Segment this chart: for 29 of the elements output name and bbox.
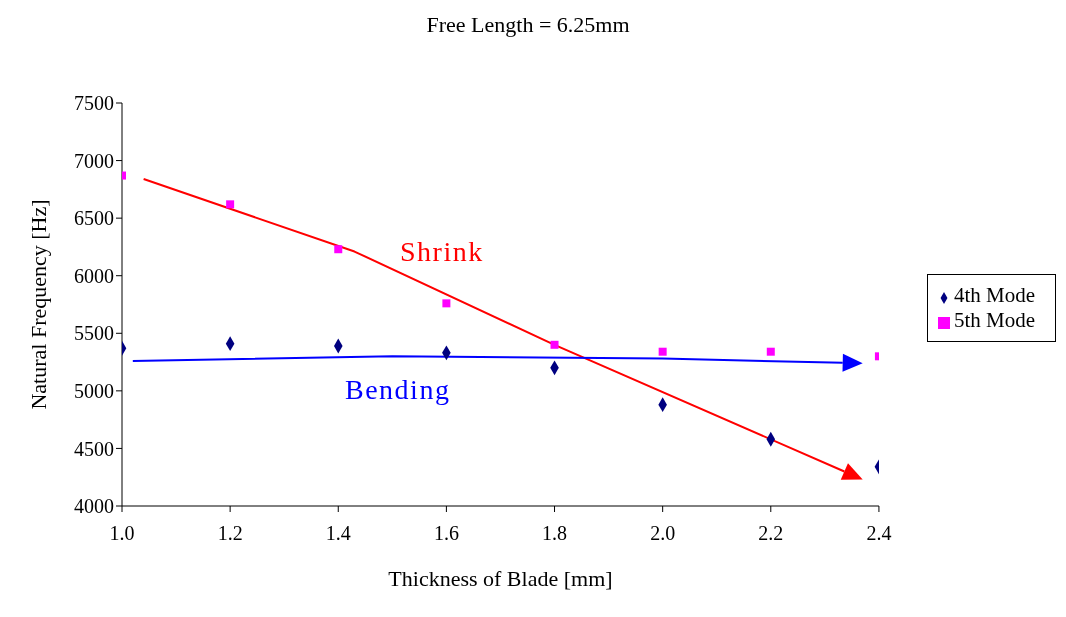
y-tick-label: 4500 (74, 437, 114, 460)
x-axis-title: Thickness of Blade [mm] (388, 566, 613, 591)
y-tick-label: 5500 (74, 322, 114, 345)
y-tick-label: 6500 (74, 207, 114, 230)
y-tick-label: 5000 (74, 379, 114, 402)
legend-label: 5th Mode (953, 308, 1035, 332)
point (226, 200, 235, 209)
x-tick-label: 1.2 (217, 522, 243, 545)
y-tick-label: 7500 (74, 92, 114, 115)
x-tick-label: 2.4 (866, 522, 892, 545)
x-tick-label: 1.4 (325, 522, 351, 545)
x-tick-label: 1.6 (433, 522, 459, 545)
point (766, 347, 775, 356)
x-tick-label: 2.0 (650, 522, 676, 545)
y-axis-title: Natural Frequency [Hz] (25, 199, 51, 410)
x-tick-label: 1.8 (542, 522, 568, 545)
point (658, 347, 667, 356)
y-tick-label: 6000 (74, 264, 114, 287)
point (442, 299, 451, 308)
x-tick-label: 2.2 (758, 522, 784, 545)
point (334, 245, 343, 254)
y-tick-label: 7000 (74, 149, 114, 172)
x-tick-label: 1.0 (109, 522, 135, 545)
chart-title: Free Length = 6.25mm (425, 12, 631, 38)
point (550, 340, 559, 349)
y-tick-label: 4000 (74, 495, 114, 518)
annotation: Shrink (400, 236, 484, 268)
legend-label: 4th Mode (953, 283, 1035, 307)
annotation: Bending (345, 374, 451, 406)
